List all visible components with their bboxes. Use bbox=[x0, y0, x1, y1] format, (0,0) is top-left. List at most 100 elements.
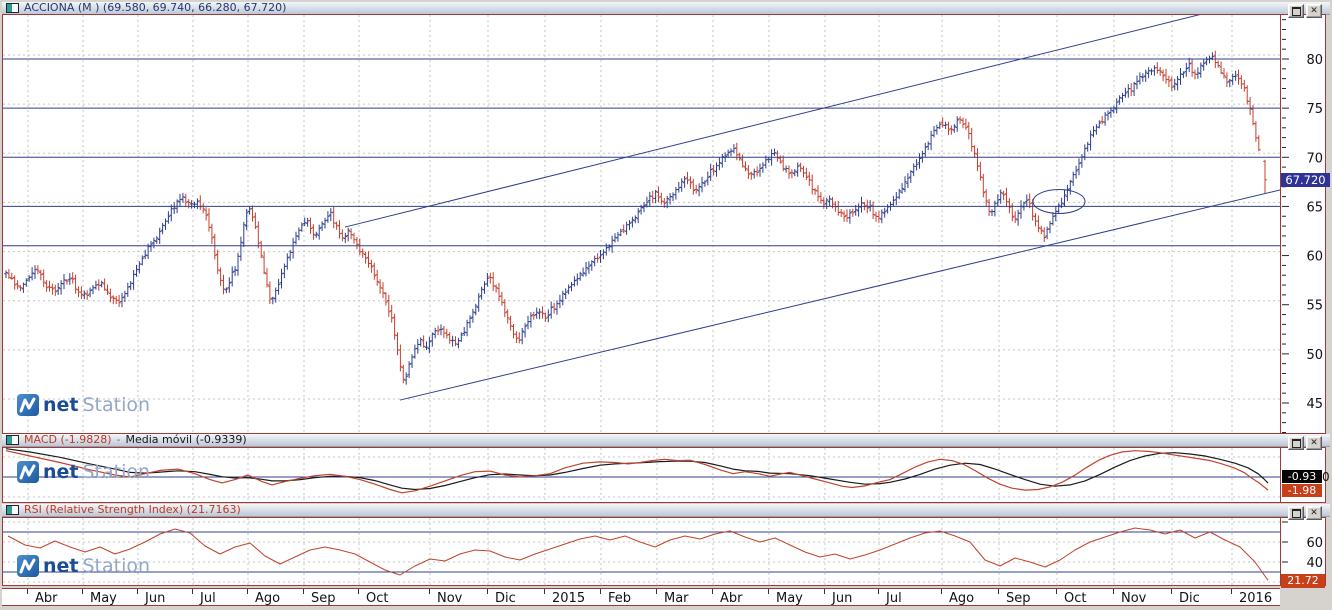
macd-title: MACD (-1.9828) bbox=[24, 433, 112, 446]
macd-title-separator: - bbox=[116, 433, 121, 446]
close-button[interactable]: ✕ bbox=[1306, 4, 1322, 18]
time-axis-tick bbox=[1056, 589, 1057, 594]
price-panel-title: ACCIONA (M ) (69.580, 69.740, 66.280, 67… bbox=[24, 1, 287, 14]
last-price-tag: 67.720 bbox=[1281, 173, 1330, 187]
netstation-logo: net Station bbox=[17, 555, 150, 577]
chart-window-icon bbox=[6, 3, 19, 13]
rsi-indicator-panel: net Station 60 40 bbox=[2, 517, 1326, 586]
time-axis-tick bbox=[1231, 589, 1232, 594]
netstation-logo-station: Station bbox=[82, 555, 151, 577]
time-axis-tick bbox=[998, 589, 999, 594]
netstation-logo-icon bbox=[17, 394, 39, 416]
rsi-plot bbox=[3, 518, 1280, 585]
time-axis-label: Dic bbox=[495, 591, 516, 606]
time-axis-label: Jul bbox=[886, 591, 902, 606]
time-axis-tick bbox=[878, 589, 879, 594]
time-axis-strip: Abr May Jun Jul Ago Sep Oct Nov Dic 2015 Feb Mar Abr… bbox=[2, 588, 1280, 606]
time-axis-label: Jun bbox=[145, 591, 166, 606]
time-axis-tick bbox=[27, 589, 28, 594]
time-axis-label: Oct bbox=[366, 591, 389, 606]
price-axis-label: 75 bbox=[1306, 102, 1323, 117]
macd-signal-value-tag: -0.93 bbox=[1282, 470, 1322, 483]
time-axis-label: 2015 bbox=[552, 591, 586, 606]
close-icon: ✕ bbox=[1310, 508, 1318, 518]
price-window-buttons: ✕ bbox=[1288, 4, 1322, 18]
rsi-title: RSI (Relative Strength Index) (21.7163) bbox=[24, 503, 241, 516]
time-axis-tick bbox=[137, 589, 138, 594]
macd-value-tag: -1.98 bbox=[1282, 484, 1322, 497]
time-axis-label: Jun bbox=[832, 591, 853, 606]
time-axis-tick bbox=[712, 589, 713, 594]
netstation-logo: net Station bbox=[17, 394, 150, 416]
close-button[interactable]: ✕ bbox=[1306, 506, 1322, 520]
netstation-logo-net: net bbox=[43, 394, 79, 416]
time-axis-tick bbox=[824, 589, 825, 594]
time-axis-label: 2016 bbox=[1239, 591, 1273, 606]
price-axis-label: 70 bbox=[1306, 151, 1323, 166]
netstation-logo-station: Station bbox=[82, 394, 151, 416]
netstation-logo-icon bbox=[17, 461, 39, 483]
time-axis-tick bbox=[429, 589, 430, 594]
close-icon: ✕ bbox=[1310, 438, 1318, 448]
maximize-button[interactable] bbox=[1288, 4, 1304, 18]
chart-window-icon bbox=[6, 505, 19, 515]
maximize-icon bbox=[1291, 439, 1301, 448]
price-axis-divider bbox=[1280, 15, 1281, 433]
time-axis-label: Feb bbox=[608, 591, 632, 606]
maximize-button[interactable] bbox=[1288, 436, 1304, 450]
rsi-value-tag: 21.72 bbox=[1281, 574, 1325, 588]
time-axis-tick bbox=[487, 589, 488, 594]
time-axis-label: Nov bbox=[437, 591, 463, 606]
netstation-logo-icon bbox=[17, 555, 39, 577]
time-axis-tick bbox=[303, 589, 304, 594]
time-axis-label: May bbox=[776, 591, 803, 606]
time-axis-label: Sep bbox=[311, 591, 336, 606]
time-axis-label: Abr bbox=[720, 591, 743, 606]
time-axis-label: Ago bbox=[949, 591, 975, 606]
price-axis-label: 60 bbox=[1306, 250, 1323, 265]
macd-plot bbox=[3, 448, 1280, 502]
maximize-button[interactable] bbox=[1288, 506, 1304, 520]
time-axis-tick bbox=[247, 589, 248, 594]
price-axis-label: 50 bbox=[1306, 348, 1323, 363]
rsi-panel-titlebar[interactable]: RSI (Relative Strength Index) (21.7163) bbox=[2, 504, 1330, 517]
macd-indicator-panel: net Station bbox=[2, 447, 1326, 503]
time-axis-tick bbox=[192, 589, 193, 594]
macd-window-buttons: ✕ bbox=[1288, 436, 1322, 450]
time-axis-label: Oct bbox=[1064, 591, 1087, 606]
price-axis-label: 80 bbox=[1306, 53, 1323, 68]
time-axis-tick bbox=[82, 589, 83, 594]
time-axis-label: Dic bbox=[1179, 591, 1200, 606]
netstation-logo-net: net bbox=[43, 555, 79, 577]
maximize-icon bbox=[1291, 7, 1301, 16]
close-button[interactable]: ✕ bbox=[1306, 436, 1322, 450]
time-axis-label: Abr bbox=[35, 591, 58, 606]
rsi-axis-label: 60 bbox=[1306, 536, 1323, 551]
price-axis-label: 65 bbox=[1306, 200, 1323, 215]
time-axis-tick bbox=[1113, 589, 1114, 594]
time-axis-tick bbox=[656, 589, 657, 594]
time-axis-label: May bbox=[90, 591, 117, 606]
time-axis-tick bbox=[1171, 589, 1172, 594]
netstation-logo-station: Station bbox=[82, 461, 151, 483]
time-axis-tick bbox=[544, 589, 545, 594]
time-axis-tick bbox=[768, 589, 769, 594]
time-axis-label: Jul bbox=[200, 591, 216, 606]
price-axis: 45 50 55 60 65 70 75 80 bbox=[1282, 19, 1323, 433]
time-axis-label: Nov bbox=[1121, 591, 1147, 606]
macd-signal-title: Media móvil (-0.9339) bbox=[125, 433, 247, 446]
rsi-axis-label: 40 bbox=[1306, 556, 1323, 571]
time-axis-label: Mar bbox=[664, 591, 689, 606]
macd-axis-divider bbox=[1280, 448, 1281, 502]
maximize-icon bbox=[1291, 509, 1301, 518]
time-axis-tick bbox=[941, 589, 942, 594]
price-axis-label: 45 bbox=[1306, 397, 1323, 412]
time-axis-label: Sep bbox=[1006, 591, 1031, 606]
macd-zero-axis-label: 0 bbox=[1322, 470, 1330, 484]
close-icon: ✕ bbox=[1310, 6, 1318, 16]
price-chart-plot bbox=[3, 15, 1280, 433]
netstation-logo-net: net bbox=[43, 461, 79, 483]
macd-panel-titlebar[interactable]: MACD (-1.9828) - Media móvil (-0.9339) bbox=[2, 434, 1330, 447]
rsi-window-buttons: ✕ bbox=[1288, 506, 1322, 520]
